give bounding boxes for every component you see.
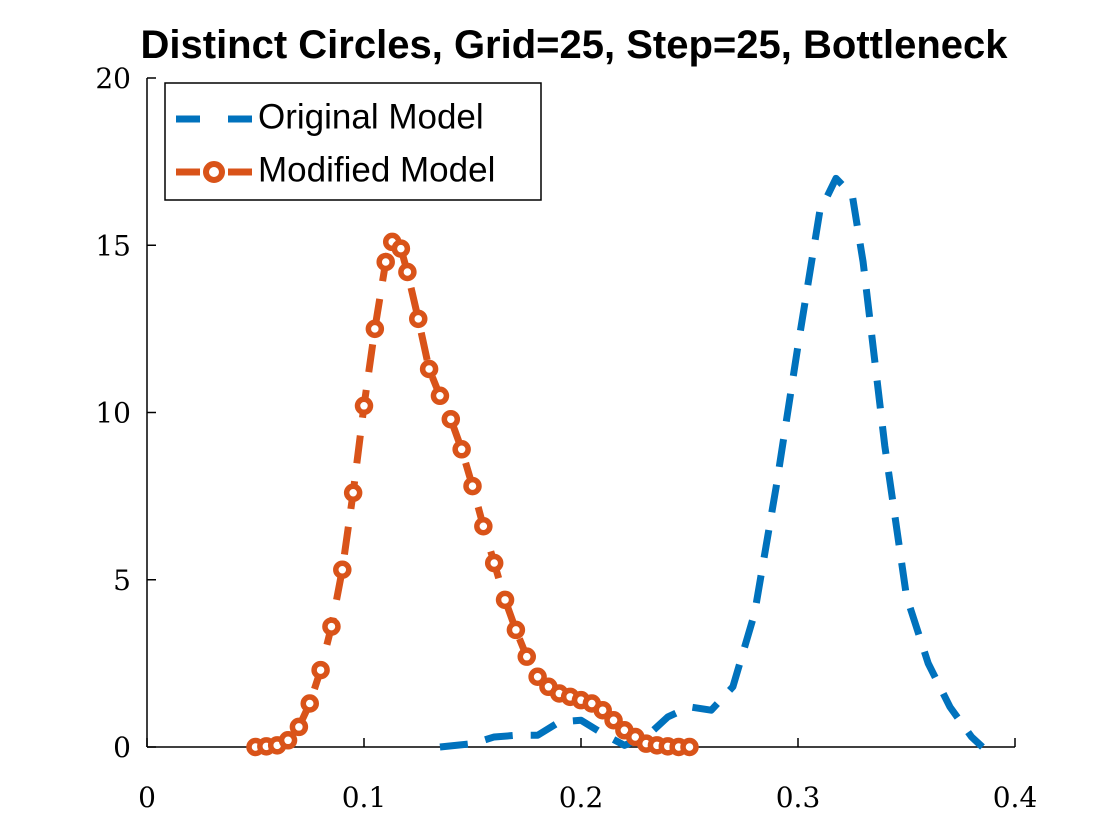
marker — [391, 239, 411, 258]
marker — [495, 590, 515, 610]
y-tick-label: 0 — [113, 731, 131, 764]
marker — [376, 252, 395, 272]
legend-box — [164, 82, 542, 201]
marker — [365, 319, 385, 339]
x-tick-label: 0.1 — [342, 781, 387, 814]
y-tick-label: 5 — [113, 564, 131, 597]
marker — [441, 409, 461, 429]
legend-marker — [203, 161, 225, 183]
marker — [311, 660, 330, 680]
y-tick-label: 20 — [95, 62, 131, 95]
x-tick-label: 0.2 — [559, 781, 604, 814]
marker — [430, 386, 450, 406]
marker — [333, 560, 352, 579]
legend-label: Modified Model — [258, 150, 495, 189]
marker — [322, 617, 341, 636]
series-line — [439, 174, 985, 751]
marker — [474, 516, 493, 536]
marker — [343, 483, 363, 503]
marker — [593, 700, 612, 720]
x-tick-label: 0.4 — [993, 781, 1038, 814]
marker — [452, 440, 471, 459]
marker — [398, 262, 417, 282]
y-tick-label: 10 — [95, 397, 131, 430]
marker — [289, 717, 309, 737]
x-tick-label: 0 — [138, 781, 156, 814]
marker — [354, 396, 374, 416]
y-tick-label: 15 — [95, 229, 131, 262]
x-tick-label: 0.3 — [776, 781, 821, 814]
marker — [278, 731, 298, 750]
marker — [463, 476, 482, 496]
marker — [604, 710, 623, 730]
marker — [300, 694, 319, 713]
marker — [506, 620, 526, 640]
marker — [517, 647, 536, 666]
marker — [680, 737, 699, 757]
chart-title: Distinct Circles, Grid=25, Step=25, Bott… — [141, 23, 1009, 67]
marker — [409, 309, 428, 329]
legend-label: Original Model — [258, 97, 484, 136]
marker — [528, 667, 547, 687]
marker — [484, 553, 504, 573]
marker — [419, 359, 439, 379]
